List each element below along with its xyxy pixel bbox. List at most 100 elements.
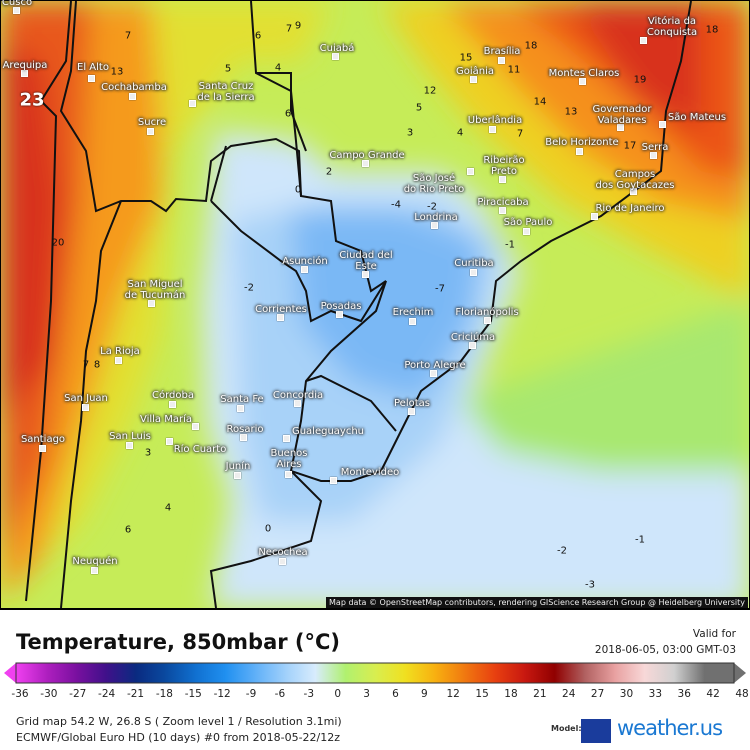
city-marker-icon[interactable] (591, 213, 598, 220)
city-label: San Miguel de Tucumán (124, 279, 186, 301)
city-marker-icon[interactable] (39, 445, 46, 452)
scale-arrow-low (4, 663, 16, 683)
contour-label: 3 (144, 447, 152, 459)
city-marker-icon[interactable] (189, 100, 196, 107)
city-marker-icon[interactable] (237, 405, 244, 412)
contour-label: 6 (124, 524, 132, 536)
city-marker-icon[interactable] (467, 168, 474, 175)
city-marker-icon[interactable] (430, 370, 437, 377)
scale-tick-label: 48 (735, 688, 749, 700)
city-marker-icon[interactable] (91, 567, 98, 574)
city-marker-icon[interactable] (332, 53, 339, 60)
city-marker-icon[interactable] (470, 269, 477, 276)
scale-arrow-high (734, 663, 746, 683)
city-marker-icon[interactable] (659, 121, 666, 128)
city-marker-icon[interactable] (336, 311, 343, 318)
city-marker-icon[interactable] (234, 472, 241, 479)
city-marker-icon[interactable] (277, 314, 284, 321)
city-marker-icon[interactable] (489, 126, 496, 133)
city-marker-icon[interactable] (82, 404, 89, 411)
city-label: Vitória da Conquista (646, 16, 698, 38)
scale-segment (255, 663, 286, 683)
city-marker-icon[interactable] (579, 78, 586, 85)
city-label: Concordia (272, 390, 324, 401)
city-marker-icon[interactable] (617, 124, 624, 131)
city-marker-icon[interactable] (640, 37, 647, 44)
contour-label: 20 (51, 237, 65, 249)
city-label: Governador Valadares (592, 104, 652, 126)
contour-label: 7 (285, 23, 293, 35)
city-marker-icon[interactable] (21, 70, 28, 77)
city-label: Posadas (320, 301, 362, 312)
map-attribution[interactable]: Map data © OpenStreetMap contributors, r… (326, 597, 748, 608)
city-label: Asunción (282, 256, 328, 267)
city-marker-icon[interactable] (129, 93, 136, 100)
city-label: Rosario (226, 424, 264, 435)
city-label: Cuiabá (319, 43, 355, 54)
city-marker-icon[interactable] (362, 160, 369, 167)
contour-label: 5 (415, 102, 423, 114)
city-marker-icon[interactable] (469, 342, 476, 349)
city-marker-icon[interactable] (126, 442, 133, 449)
city-label: Serra (641, 142, 669, 153)
city-marker-icon[interactable] (192, 423, 199, 430)
city-marker-icon[interactable] (630, 188, 637, 195)
city-marker-icon[interactable] (499, 207, 506, 214)
city-label: Junín (225, 461, 251, 472)
city-marker-icon[interactable] (484, 317, 491, 324)
temperature-map[interactable]: Cusco Arequipa El Alto Cochabamba Sucre Santa… (0, 0, 750, 610)
city-marker-icon[interactable] (13, 7, 20, 14)
city-marker-icon[interactable] (285, 471, 292, 478)
city-marker-icon[interactable] (650, 152, 657, 159)
city-marker-icon[interactable] (362, 271, 369, 278)
scale-segment (614, 663, 645, 683)
city-label: Ciudad del Este (339, 250, 393, 272)
city-marker-icon[interactable] (301, 266, 308, 273)
city-marker-icon[interactable] (283, 435, 290, 442)
city-marker-icon[interactable] (169, 401, 176, 408)
grid-info: Grid map 54.2 W, 26.8 S ( Zoom level 1 /… (16, 715, 342, 728)
city-marker-icon[interactable] (576, 148, 583, 155)
city-marker-icon[interactable] (279, 558, 286, 565)
scale-segment (464, 663, 496, 683)
contour-label: 3 (406, 127, 414, 139)
city-marker-icon[interactable] (499, 176, 506, 183)
weather-us-logo[interactable]: weather.us (617, 716, 723, 740)
scale-segment (704, 663, 735, 683)
scale-tick-label: 9 (420, 688, 428, 700)
city-label: Florianópolis (455, 307, 519, 318)
city-marker-icon[interactable] (330, 477, 337, 484)
city-marker-icon[interactable] (294, 400, 301, 407)
scale-segment (584, 663, 615, 683)
city-label: Pelotas (394, 398, 430, 409)
scale-tick-label: 33 (648, 688, 663, 700)
city-marker-icon[interactable] (408, 408, 415, 415)
city-marker-icon[interactable] (470, 76, 477, 83)
city-label: Montevideo (340, 467, 400, 478)
scale-tick-label: -21 (126, 688, 145, 700)
city-label: São Paulo (503, 217, 553, 228)
temperature-field (1, 1, 749, 608)
city-label: Gualeguaychu (291, 426, 365, 437)
city-label: Neuquén (72, 556, 118, 567)
scale-tick-label: -3 (303, 688, 315, 700)
city-marker-icon[interactable] (115, 357, 122, 364)
city-marker-icon[interactable] (147, 128, 154, 135)
city-label: Río Cuarto (173, 444, 227, 455)
city-marker-icon[interactable] (148, 300, 155, 307)
scale-segment (75, 663, 107, 683)
city-marker-icon[interactable] (166, 438, 173, 445)
contour-label: 12 (423, 85, 437, 97)
city-marker-icon[interactable] (523, 228, 530, 235)
contour-label: 7 (82, 359, 90, 371)
city-marker-icon[interactable] (409, 318, 416, 325)
city-marker-icon[interactable] (431, 222, 438, 229)
city-marker-icon[interactable] (88, 75, 95, 82)
scale-tick-label: 36 (677, 688, 691, 700)
city-marker-icon[interactable] (240, 434, 247, 441)
city-marker-icon[interactable] (498, 57, 505, 64)
city-label: La Rioja (100, 346, 140, 357)
scale-tick-label: -24 (98, 688, 116, 700)
scale-tick-label: 18 (504, 688, 518, 700)
contour-label: -2 (427, 201, 437, 213)
